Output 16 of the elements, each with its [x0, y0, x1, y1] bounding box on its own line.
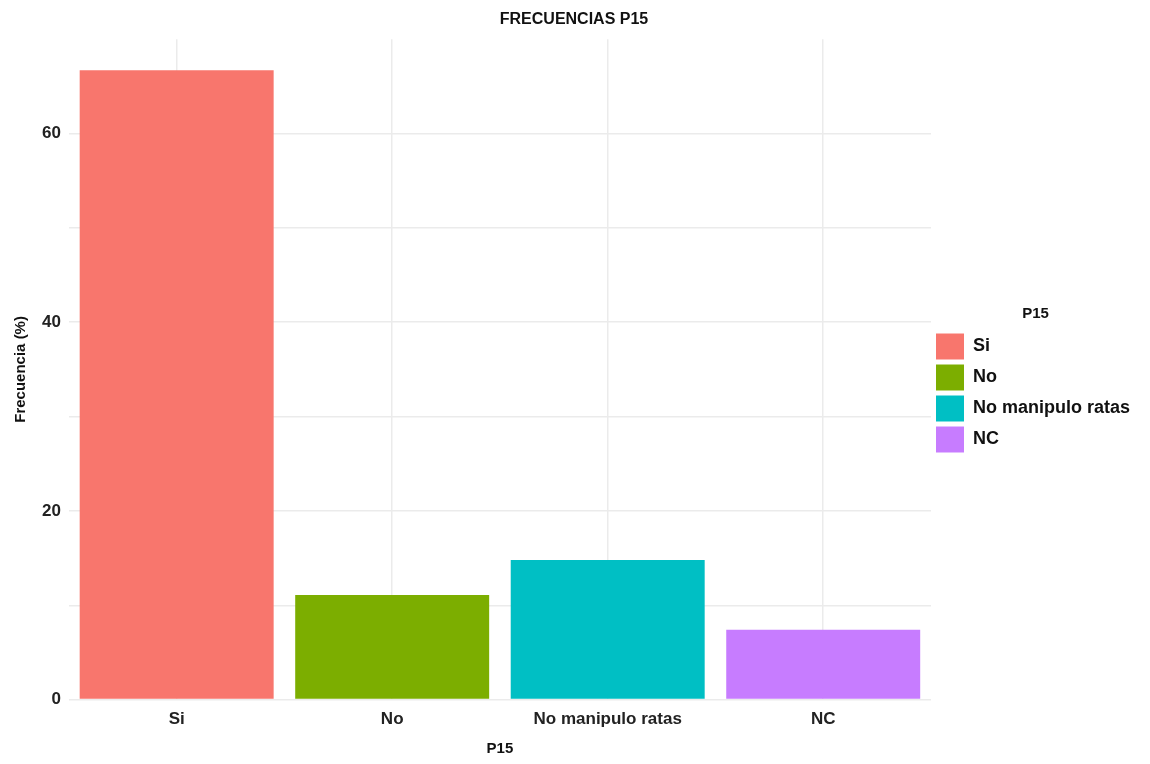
- y-tick-label: 20: [41, 500, 61, 520]
- y-tick-label: 40: [41, 311, 61, 331]
- x-tick-label: No: [380, 709, 404, 729]
- legend-label: Si: [972, 335, 990, 356]
- y-tick-label: 0: [51, 689, 61, 709]
- y-tick-label: 60: [41, 123, 61, 143]
- legend-label: NC: [972, 428, 999, 449]
- x-tick-label: Si: [168, 709, 185, 729]
- x-tick-label: NC: [810, 709, 836, 729]
- legend-title: P15: [1022, 304, 1049, 322]
- y-axis-title: Frecuencia (%): [11, 316, 29, 423]
- chart-title: FRECUENCIAS P15: [499, 10, 649, 28]
- x-tick-label: No manipulo ratas: [533, 709, 682, 729]
- x-axis-title: P15: [486, 739, 514, 757]
- legend-label: No manipulo ratas: [972, 397, 1131, 418]
- legend-label: No: [972, 366, 997, 387]
